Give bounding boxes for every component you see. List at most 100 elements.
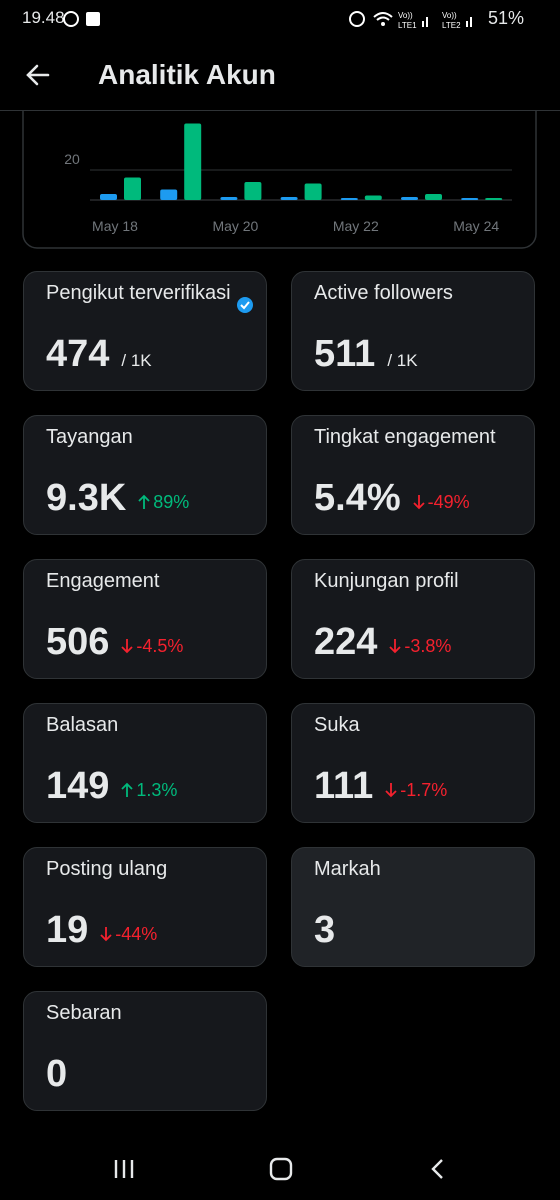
metric-card[interactable]: Suka 111 -1.7% — [291, 703, 535, 823]
metric-value: 149 — [46, 765, 110, 807]
change-arrow — [121, 638, 134, 654]
metric-label: Suka — [314, 714, 360, 736]
metric-row: 111 -1.7% — [314, 765, 447, 808]
x-tick-label: May 18 — [92, 218, 138, 234]
metric-value: 111 — [314, 765, 374, 807]
metric-label: Tayangan — [46, 426, 133, 448]
metric-change: 1.3% — [121, 780, 177, 801]
change-text: -49% — [427, 491, 470, 512]
change-arrow — [100, 926, 112, 942]
bar — [364, 195, 382, 200]
metric-value: 511 — [314, 333, 376, 375]
metric-row: 474 / 1K — [46, 333, 152, 376]
bar — [124, 177, 141, 200]
change-text: -4.5% — [136, 635, 184, 656]
bar — [220, 197, 238, 200]
bar — [304, 183, 322, 200]
metric-label: Engagement — [46, 570, 160, 592]
bar — [401, 197, 418, 200]
svg-text:LTE1: LTE1 — [398, 21, 417, 30]
metric-change: -49% — [412, 491, 470, 513]
status-battery: 51% — [488, 8, 525, 28]
metric-change: 89% — [138, 492, 189, 513]
status-time: 19.48 — [22, 8, 65, 27]
change-text: -1.7% — [400, 779, 448, 800]
metric-card[interactable]: Tingkat engagement 5.4% -49% — [291, 415, 535, 535]
metric-value: 0 — [46, 1053, 68, 1095]
chart-card — [22, 110, 537, 249]
bar — [485, 198, 503, 200]
change-text: 1.3% — [136, 779, 178, 800]
app-header: Analitik Akun — [0, 40, 560, 111]
nav-bar — [114, 1157, 443, 1181]
status-icons-right: Vo))LTE1 Vo))LTE2 — [349, 11, 472, 30]
metric-change: -44% — [100, 924, 157, 945]
metric-row: 506 -4.5% — [46, 621, 183, 664]
home-button[interactable] — [269, 1157, 293, 1181]
metric-card[interactable]: Balasan 149 1.3% — [23, 703, 267, 823]
metric-row: 149 1.3% — [46, 765, 177, 808]
metric-value: 9.3K — [46, 477, 127, 519]
metric-card[interactable]: Tayangan 9.3K 89% — [23, 415, 267, 535]
metric-change: -4.5% — [121, 636, 183, 657]
change-arrow — [385, 782, 397, 798]
metric-card[interactable]: Kunjungan profil 224 -3.8% — [291, 559, 535, 679]
metric-row: 5.4% -49% — [314, 477, 470, 520]
metric-value: 19 — [46, 909, 89, 951]
recents-button[interactable] — [114, 1160, 134, 1178]
back-nav-button[interactable] — [431, 1159, 443, 1179]
change-arrow — [412, 494, 425, 510]
metric-label: Kunjungan profil — [314, 570, 459, 592]
metric-label: Balasan — [46, 714, 119, 736]
x-tick-label: May 24 — [453, 218, 499, 234]
change-text: 89% — [153, 491, 190, 512]
metric-label: Markah — [314, 858, 381, 880]
metric-row: 3 — [314, 909, 335, 952]
metric-card[interactable]: Active followers 511 / 1K — [291, 271, 535, 391]
metric-row: 0 — [46, 1053, 67, 1096]
bar — [340, 198, 358, 200]
metric-label: Active followers — [314, 282, 453, 304]
change-arrow — [138, 494, 150, 510]
bar — [100, 194, 117, 200]
metric-value: 224 — [314, 621, 378, 663]
metric-card[interactable]: Sebaran 0 — [23, 991, 267, 1111]
svg-text:LTE2: LTE2 — [442, 21, 461, 30]
metric-label: Pengikut terverifikasi — [46, 282, 231, 304]
metric-row: 19 -44% — [46, 909, 157, 952]
metric-total: / 1K — [121, 351, 152, 370]
metric-card[interactable]: Posting ulang 19 -44% — [23, 847, 267, 967]
metric-change: -3.8% — [389, 636, 451, 657]
metric-row: 9.3K 89% — [46, 477, 189, 520]
metric-row: 511 / 1K — [314, 333, 418, 376]
metric-value: 5.4% — [314, 477, 401, 519]
bar — [461, 198, 479, 200]
change-arrow — [121, 782, 134, 798]
y-tick-label: 20 — [64, 151, 80, 167]
status-icons-left — [63, 11, 100, 27]
bar — [244, 182, 262, 200]
back-button[interactable] — [24, 61, 52, 89]
metric-value: 3 — [314, 909, 336, 951]
metric-card[interactable]: Markah 3 — [291, 847, 535, 967]
metric-label: Sebaran — [46, 1002, 122, 1024]
metric-change: -1.7% — [385, 780, 447, 801]
svg-text:Vo)): Vo)) — [442, 11, 457, 20]
page-title: Analitik Akun — [98, 59, 276, 90]
metric-card[interactable]: Pengikut terverifikasi 474 / 1K — [23, 271, 267, 391]
svg-text:Vo)): Vo)) — [398, 11, 413, 20]
metric-total: / 1K — [387, 351, 418, 370]
metric-value: 474 — [46, 333, 110, 375]
metric-value: 506 — [46, 621, 110, 663]
x-tick-label: May 22 — [333, 218, 379, 234]
metric-label: Tingkat engagement — [314, 426, 496, 448]
bar — [425, 194, 442, 200]
change-arrow — [389, 638, 402, 654]
metric-row: 224 -3.8% — [314, 621, 451, 664]
change-text: -3.8% — [404, 635, 452, 656]
metric-card[interactable]: Engagement 506 -4.5% — [23, 559, 267, 679]
x-tick-label: May 20 — [212, 218, 258, 234]
